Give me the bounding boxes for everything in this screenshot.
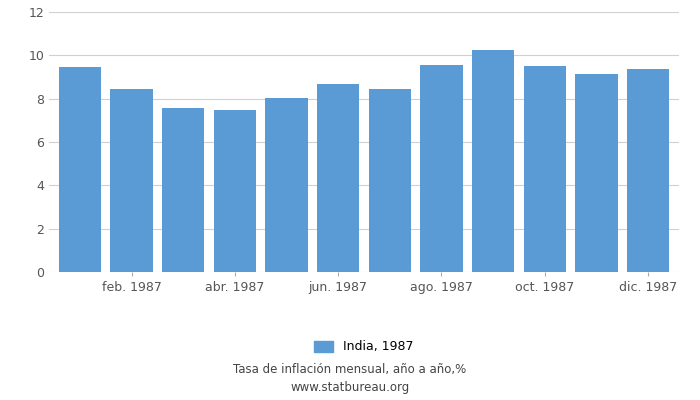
Legend: India, 1987: India, 1987 (309, 336, 419, 358)
Bar (265, 98, 308, 272)
Text: Tasa de inflación mensual, año a año,%: Tasa de inflación mensual, año a año,% (233, 364, 467, 376)
Bar (420, 65, 463, 272)
Bar (111, 89, 153, 272)
Bar (575, 74, 617, 272)
Bar (59, 67, 102, 272)
Text: www.statbureau.org: www.statbureau.org (290, 382, 410, 394)
Bar (369, 89, 411, 272)
Bar (524, 66, 566, 272)
Bar (472, 50, 514, 272)
Bar (626, 70, 669, 272)
Bar (317, 84, 359, 272)
Bar (214, 110, 256, 272)
Bar (162, 108, 204, 272)
